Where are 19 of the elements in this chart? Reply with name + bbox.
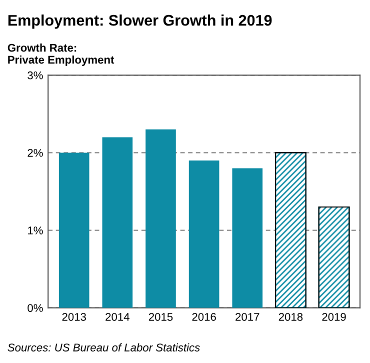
- bar: [232, 168, 263, 308]
- x-tick-label: 2015: [148, 312, 173, 321]
- bar: [58, 152, 90, 308]
- y-tick-label: 0%: [28, 304, 43, 312]
- y-tick-label: 3%: [28, 71, 43, 80]
- bar: [102, 137, 133, 308]
- x-tick-label: 2019: [322, 312, 346, 321]
- x-tick-label: 2014: [106, 312, 130, 321]
- bar: [188, 160, 220, 308]
- x-tick-label: 2018: [278, 312, 303, 321]
- x-tick-label: 2016: [192, 312, 216, 321]
- x-tick-label: 2013: [62, 312, 86, 321]
- y-tick-label: 2%: [28, 148, 43, 157]
- x-tick-label: 2017: [236, 312, 260, 321]
- y-tick-label: 1%: [28, 226, 43, 234]
- chart-title: Employment: Slower Growth in 2019: [8, 14, 272, 29]
- bar: [146, 129, 176, 308]
- y-axis-title: Growth Rate: Private Employment: [8, 44, 114, 66]
- source-note: Sources: US Bureau of Labor Statistics: [8, 343, 200, 352]
